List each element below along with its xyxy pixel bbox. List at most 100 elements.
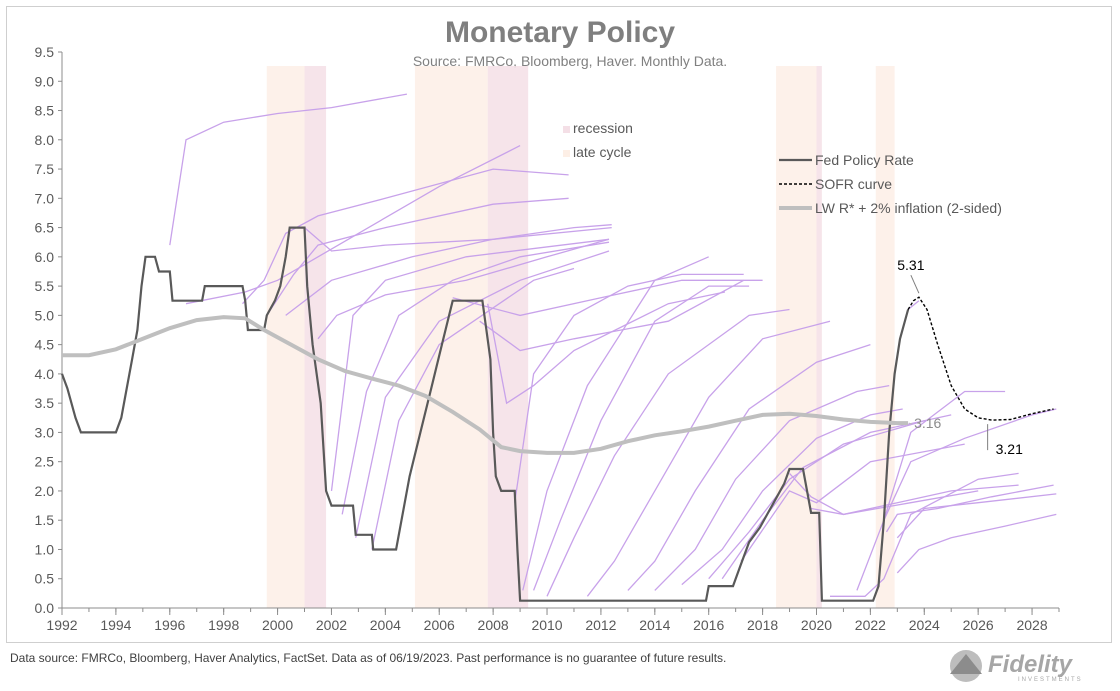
forward-curve-11 <box>452 279 763 317</box>
y-tick-label-6: 3.0 <box>35 424 55 440</box>
shade-legend-swatch-0 <box>563 126 570 133</box>
forward-curve-10 <box>371 267 575 550</box>
x-tick-label-4: 2000 <box>262 617 293 633</box>
chart-title: Monetary Policy <box>444 16 676 49</box>
forward-curve-4 <box>285 224 612 316</box>
y-tick-label-5: 2.5 <box>35 454 55 470</box>
forward-curve-8 <box>341 241 610 515</box>
x-tick-label-8: 2008 <box>478 617 509 633</box>
series-legend-label-1: SOFR curve <box>815 176 892 192</box>
annotation-label-1: 3.16 <box>914 415 941 431</box>
forward-curve-27 <box>856 390 1006 591</box>
chart-frame <box>6 6 1112 643</box>
forward-curve-9 <box>355 250 610 538</box>
forward-curve-14 <box>514 273 744 503</box>
y-tick-label-12: 6.0 <box>35 249 55 265</box>
forward-curve-33 <box>907 300 920 311</box>
x-tick-label-14: 2020 <box>801 617 832 633</box>
chart-subtitle: Source: FMRCo, Bloomberg, Haver. Monthly… <box>412 53 728 69</box>
x-tick-label-18: 2028 <box>1016 617 1047 633</box>
y-tick-label-14: 7.0 <box>35 190 55 206</box>
annotation-label-2: 3.21 <box>996 441 1023 457</box>
footnote: Data source: FMRCo, Bloomberg, Haver Ana… <box>10 651 727 665</box>
y-tick-label-7: 3.5 <box>35 395 55 411</box>
x-tick-label-15: 2022 <box>855 617 886 633</box>
y-tick-label-8: 4.0 <box>35 366 55 382</box>
pyramid-icon <box>950 650 982 682</box>
x-tick-label-2: 1996 <box>154 617 185 633</box>
x-tick-label-7: 2006 <box>424 617 455 633</box>
series-legend-label-2: LW R* + 2% inflation (2-sided) <box>815 200 1002 216</box>
forward-curve-13 <box>487 291 726 405</box>
forward-curve-17 <box>546 308 790 597</box>
forward-curve-32 <box>810 484 1019 516</box>
forward-curve-26 <box>830 472 1019 597</box>
shade-legend-label-1: late cycle <box>573 144 632 160</box>
x-tick-label-12: 2016 <box>693 617 724 633</box>
y-tick-label-15: 7.5 <box>35 161 55 177</box>
x-tick-label-9: 2010 <box>531 617 562 633</box>
forward-curve-18 <box>586 320 831 597</box>
y-tick-label-17: 8.5 <box>35 103 55 119</box>
x-tick-label-3: 1998 <box>208 617 239 633</box>
series-line-fed-policy-rate <box>60 226 910 602</box>
forward-curve-29 <box>883 408 1057 521</box>
x-tick-label-17: 2026 <box>963 617 994 633</box>
y-tick-label-16: 8.0 <box>35 132 55 148</box>
y-tick-label-13: 6.5 <box>35 220 55 236</box>
x-tick-label-11: 2014 <box>639 617 670 633</box>
x-tick-label-6: 2004 <box>370 617 401 633</box>
recession-band-1 <box>304 66 327 608</box>
y-tick-label-0: 0.0 <box>35 600 55 616</box>
forward-curve-0 <box>169 93 408 246</box>
forward-curve-22 <box>708 420 925 580</box>
shade-legend-label-0: recession <box>573 120 633 136</box>
forward-curve-3 <box>266 197 569 316</box>
y-tick-label-2: 1.0 <box>35 541 55 557</box>
forward-curve-30 <box>896 513 1057 574</box>
forward-curve-16 <box>532 285 750 591</box>
x-tick-label-5: 2002 <box>316 617 347 633</box>
y-tick-label-1: 0.5 <box>35 571 55 587</box>
forward-curve-31 <box>896 493 1057 539</box>
forward-curve-6 <box>317 238 610 340</box>
forward-curve-20 <box>654 384 890 591</box>
forward-curve-7 <box>330 238 610 491</box>
y-tick-label-4: 2.0 <box>35 483 55 499</box>
logo-wordmark: Fidelity <box>988 651 1074 678</box>
forward-curve-15 <box>522 256 709 591</box>
annotation-leader-0 <box>910 275 920 294</box>
y-tick-label-9: 4.5 <box>35 337 55 353</box>
series-line-sofr-curve <box>907 296 1054 421</box>
series-legend-label-0: Fed Policy Rate <box>815 152 914 168</box>
y-tick-label-10: 5.0 <box>35 307 55 323</box>
x-tick-label-1: 1994 <box>100 617 131 633</box>
forward-curve-2 <box>242 168 569 305</box>
forward-curve-24 <box>740 443 965 562</box>
y-tick-label-3: 1.5 <box>35 512 55 528</box>
late-cycle-band-6 <box>875 66 895 608</box>
y-tick-label-11: 5.5 <box>35 278 55 294</box>
y-tick-label-18: 9.0 <box>35 73 55 89</box>
forward-curve-12 <box>479 279 745 352</box>
forward-curve-28 <box>885 484 1054 533</box>
annotation-leader-1 <box>908 422 913 425</box>
x-tick-label-0: 1992 <box>46 617 77 633</box>
x-tick-label-10: 2012 <box>585 617 616 633</box>
fidelity-logo: Fidelity INVESTMENTS <box>950 650 1081 683</box>
x-tick-label-16: 2024 <box>909 617 940 633</box>
forward-curve-19 <box>627 343 871 591</box>
late-cycle-band-4 <box>776 66 817 608</box>
y-tick-label-19: 9.5 <box>35 44 55 60</box>
forward-curve-5 <box>304 226 612 252</box>
recession-band-5 <box>816 66 822 608</box>
series-line-lw-r-2-inflation-2-sided- <box>62 315 909 455</box>
forward-curve-23 <box>721 414 952 580</box>
annotation-label-0: 5.31 <box>897 257 924 273</box>
x-tick-label-13: 2018 <box>747 617 778 633</box>
late-cycle-band-0 <box>266 66 305 608</box>
shade-legend-swatch-1 <box>563 150 570 157</box>
forward-curve-21 <box>681 408 903 586</box>
